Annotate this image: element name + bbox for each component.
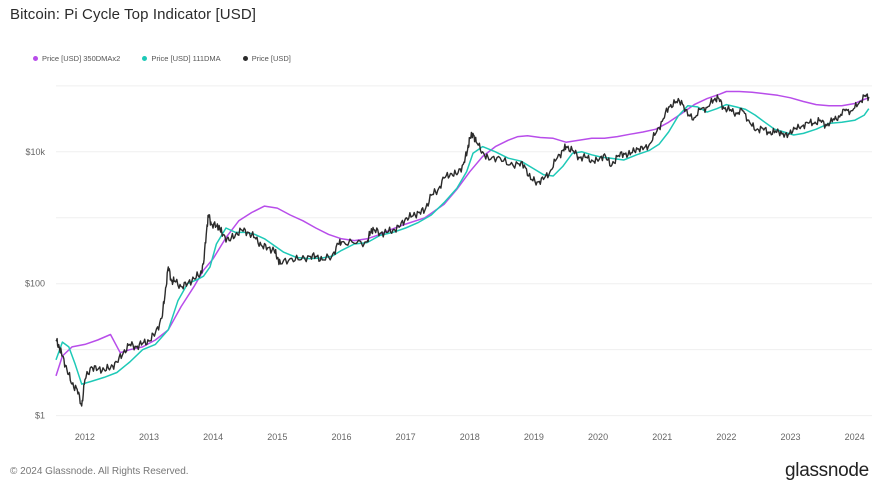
legend-swatch-price bbox=[242, 56, 248, 61]
x-tick-label: 2012 bbox=[75, 432, 95, 442]
legend-label-ma111: Price [USD] 111DMA bbox=[151, 54, 221, 63]
x-axis-tick-labels: 2012 2013 2014 2015 2016 2017 2018 2019 2020 2021… bbox=[75, 432, 865, 442]
legend-label-ma350x2: Price [USD] 350DMAx2 bbox=[42, 54, 121, 63]
series-line-ma350x2 bbox=[55, 90, 870, 377]
x-tick-label: 2020 bbox=[588, 432, 608, 442]
chart-title: Bitcoin: Pi Cycle Top Indicator [USD] bbox=[10, 6, 257, 23]
x-tick-label: 2016 bbox=[331, 432, 351, 442]
y-tick-label: $1 bbox=[35, 411, 45, 421]
glassnode-logo[interactable]: glassnode bbox=[785, 460, 869, 481]
x-tick-label: 2013 bbox=[139, 432, 159, 442]
legend-item-ma111[interactable]: Price [USD] 111DMA bbox=[142, 54, 221, 63]
x-tick-label: 2018 bbox=[460, 432, 480, 442]
x-tick-label: 2015 bbox=[267, 432, 287, 442]
y-tick-label: $100 bbox=[25, 279, 45, 289]
chart-legend: Price [USD] 350DMAx2 Price [USD] 111DMA … bbox=[33, 54, 291, 63]
chart-series-lines bbox=[55, 90, 870, 407]
chart-gridlines bbox=[56, 85, 872, 417]
x-tick-label: 2014 bbox=[203, 432, 223, 442]
copyright-footer: © 2024 Glassnode. All Rights Reserved. bbox=[10, 466, 189, 477]
x-tick-label: 2019 bbox=[524, 432, 544, 442]
y-axis-tick-labels: $1 $100 $10k bbox=[25, 147, 46, 421]
legend-label-price: Price [USD] bbox=[251, 54, 291, 63]
x-tick-label: 2024 bbox=[845, 432, 865, 442]
series-line-price bbox=[55, 93, 870, 407]
series-line-ma111 bbox=[55, 103, 870, 385]
x-tick-label: 2022 bbox=[716, 432, 736, 442]
x-tick-label: 2021 bbox=[652, 432, 672, 442]
y-tick-label: $10k bbox=[25, 147, 45, 157]
x-tick-label: 2017 bbox=[396, 432, 416, 442]
legend-swatch-ma111 bbox=[142, 56, 148, 61]
legend-item-price[interactable]: Price [USD] bbox=[242, 54, 291, 63]
x-tick-label: 2023 bbox=[781, 432, 801, 442]
legend-swatch-ma350x2 bbox=[33, 56, 38, 61]
legend-item-ma350x2[interactable]: Price [USD] 350DMAx2 bbox=[33, 54, 120, 63]
